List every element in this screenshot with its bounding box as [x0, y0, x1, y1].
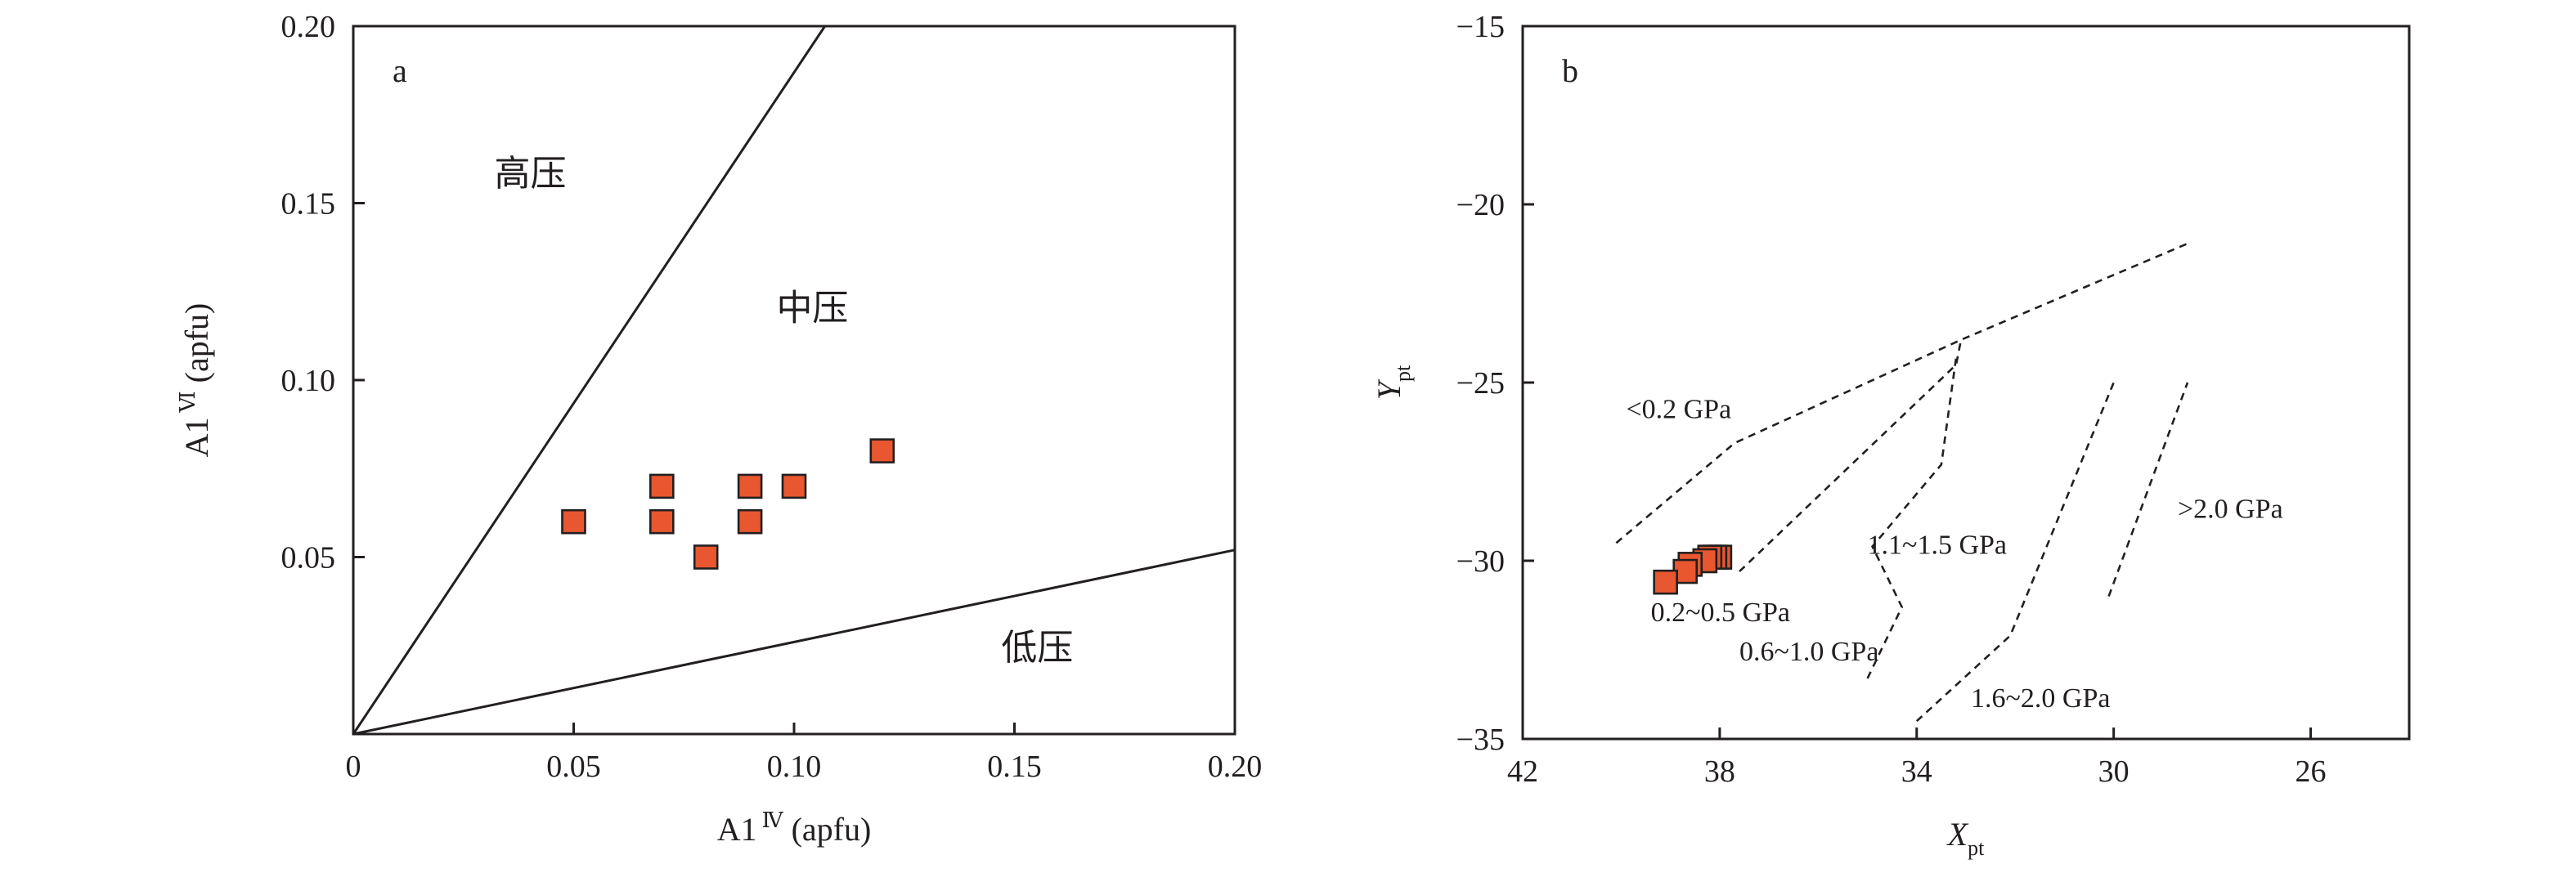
plot-frame: [352, 25, 1236, 736]
data-point: [737, 508, 763, 535]
region-label: 中压: [776, 288, 848, 328]
region-label: 1.1~1.5 GPa: [1868, 530, 2007, 560]
y-axis-title: Ypt: [1371, 365, 1415, 400]
y-axis-title: A1Ⅵ (apfu): [176, 303, 215, 458]
x-tick-label: 0.05: [546, 750, 601, 784]
x-tick-label: 30: [2098, 754, 2129, 789]
boundary-line: [352, 25, 826, 735]
region-label: 0.2~0.5 GPa: [1651, 598, 1790, 628]
region-label: 0.6~1.0 GPa: [1739, 637, 1878, 667]
panel-label: b: [1562, 52, 1578, 89]
y-tick-label: 0.10: [281, 364, 336, 398]
data-point: [781, 473, 807, 499]
x-tick-label: 26: [2296, 754, 2327, 789]
y-tick-label: −15: [1456, 10, 1505, 44]
x-tick-label: 0.10: [767, 750, 822, 784]
y-tick-label: −25: [1456, 366, 1505, 401]
y-tick-label: 0.15: [281, 187, 336, 222]
data-point: [648, 473, 675, 499]
y-tick-label: −20: [1456, 188, 1505, 222]
panel-label: a: [393, 52, 407, 89]
data-point: [737, 473, 763, 499]
region-label: 高压: [494, 154, 566, 194]
dashed-field-line: [1739, 339, 1963, 573]
data-point: [693, 544, 719, 570]
x-tick-label: 34: [1901, 754, 1932, 789]
region-label: 1.6~2.0 GPa: [1971, 683, 2110, 714]
y-tick-label: −35: [1456, 723, 1505, 757]
x-tick-label: 38: [1704, 754, 1735, 789]
y-tick-label: −30: [1456, 544, 1505, 579]
dashed-field-line: [1915, 382, 2115, 723]
region-label: <0.2 GPa: [1626, 395, 1731, 425]
x-tick-label: 42: [1507, 754, 1538, 789]
x-axis-title: Xpt: [1946, 816, 1985, 860]
data-point: [869, 438, 895, 463]
region-label: 低压: [1001, 628, 1073, 668]
plot-frame: [1521, 25, 2411, 741]
region-label: >2.0 GPa: [2178, 495, 2283, 525]
x-axis-title: A1 Ⅳ (apfu): [717, 808, 872, 848]
x-tick-label: 0.20: [1208, 750, 1263, 784]
data-point: [648, 508, 675, 535]
dashed-field-line: [1866, 357, 1958, 679]
x-tick-label: 0.15: [987, 750, 1042, 784]
dashed-field-line: [2107, 382, 2189, 598]
boundary-line: [352, 548, 1236, 736]
data-point: [1653, 569, 1678, 595]
dashed-field-line: [1615, 242, 2188, 544]
panel-b: 42 38 34 30 26 −15 −20 −25 −30 −35 <0.2 GPa 0.2~0.5…: [1371, 10, 2411, 860]
data-point: [561, 508, 586, 535]
y-tick-label: 0.05: [281, 541, 336, 575]
y-tick-label: 0.20: [281, 10, 336, 44]
x-tick-label: 0: [346, 750, 361, 784]
